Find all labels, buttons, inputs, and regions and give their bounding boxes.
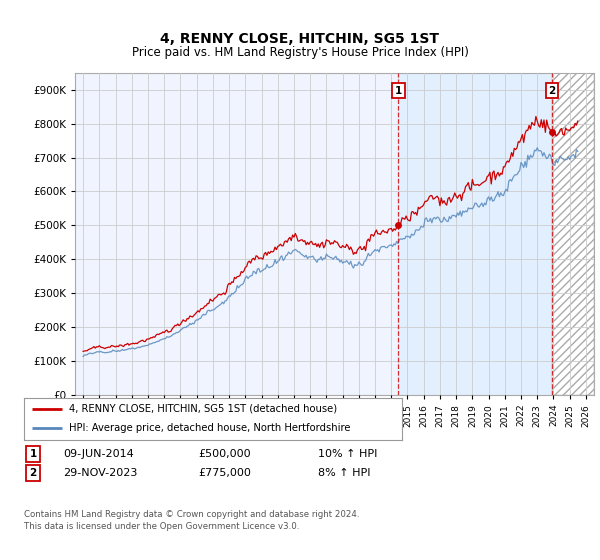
- Point: [394, 221, 403, 230]
- Text: Contains HM Land Registry data © Crown copyright and database right 2024.: Contains HM Land Registry data © Crown c…: [24, 510, 359, 519]
- Text: 8% ↑ HPI: 8% ↑ HPI: [318, 468, 371, 478]
- Text: £500,000: £500,000: [198, 449, 251, 459]
- Text: 1: 1: [29, 449, 37, 459]
- Bar: [552, 73, 594, 395]
- Text: 09-JUN-2014: 09-JUN-2014: [63, 449, 134, 459]
- Bar: [552, 73, 594, 395]
- Text: HPI: Average price, detached house, North Hertfordshire: HPI: Average price, detached house, Nort…: [70, 423, 351, 433]
- Text: 1: 1: [395, 86, 402, 96]
- Text: 10% ↑ HPI: 10% ↑ HPI: [318, 449, 377, 459]
- Text: 2: 2: [29, 468, 37, 478]
- Text: 2: 2: [548, 86, 556, 96]
- Text: 4, RENNY CLOSE, HITCHIN, SG5 1ST: 4, RENNY CLOSE, HITCHIN, SG5 1ST: [161, 32, 439, 46]
- Text: This data is licensed under the Open Government Licence v3.0.: This data is licensed under the Open Gov…: [24, 522, 299, 531]
- Text: 29-NOV-2023: 29-NOV-2023: [63, 468, 137, 478]
- Text: Price paid vs. HM Land Registry's House Price Index (HPI): Price paid vs. HM Land Registry's House …: [131, 46, 469, 59]
- Text: 4, RENNY CLOSE, HITCHIN, SG5 1ST (detached house): 4, RENNY CLOSE, HITCHIN, SG5 1ST (detach…: [70, 404, 337, 414]
- Bar: [398, 73, 552, 395]
- Point: [547, 128, 557, 137]
- Text: £775,000: £775,000: [198, 468, 251, 478]
